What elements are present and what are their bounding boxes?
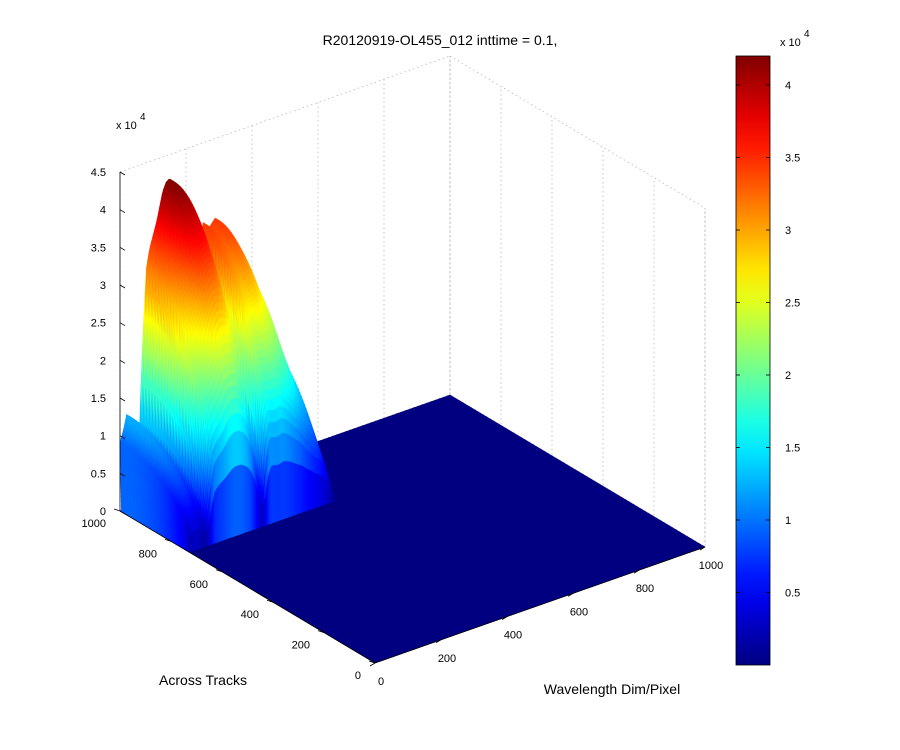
gridline-x [251, 125, 508, 617]
gridline-x [317, 102, 574, 594]
box-edge [449, 55, 706, 209]
surface-layer [119, 178, 339, 553]
box-edge [119, 55, 451, 173]
gridline-x [383, 79, 640, 571]
